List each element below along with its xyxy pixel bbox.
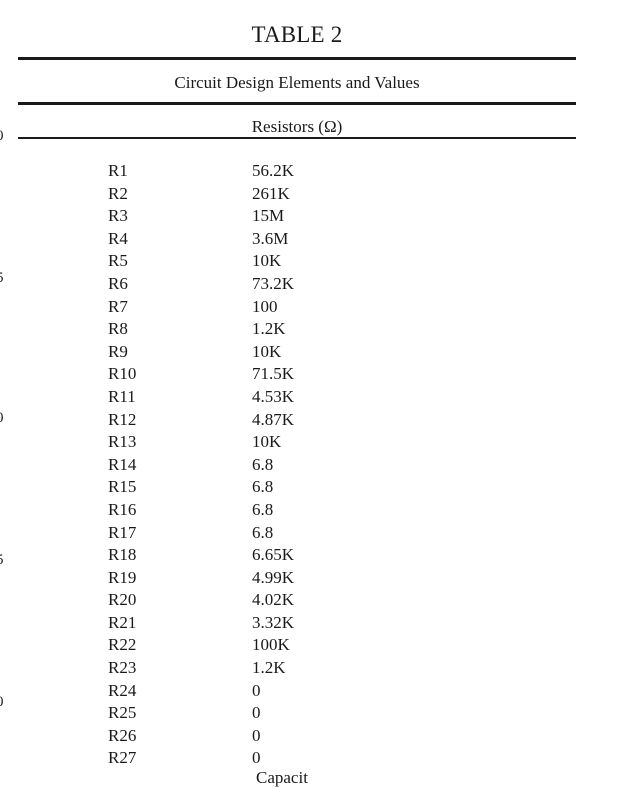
resistor-value: 10K bbox=[252, 251, 282, 271]
top-rule bbox=[18, 57, 576, 60]
table-row: R15 6.8 bbox=[0, 476, 628, 499]
resistor-value: 73.2K bbox=[252, 273, 295, 293]
resistor-name: R12 bbox=[108, 409, 137, 429]
resistor-name: R17 bbox=[108, 522, 137, 542]
resistor-value: 4.53K bbox=[252, 386, 295, 406]
table-row: R3 15M bbox=[0, 205, 628, 228]
table-row: R10 71.5K bbox=[0, 363, 628, 386]
resistor-name: R10 bbox=[108, 364, 137, 384]
table-row: R2 261K bbox=[0, 183, 628, 206]
resistor-name: R14 bbox=[108, 454, 137, 474]
table-row: R21 3.32K bbox=[0, 612, 628, 635]
table-row: R19 4.99K bbox=[0, 567, 628, 590]
resistor-value: 6.65K bbox=[252, 545, 295, 565]
table-row: R5 10K bbox=[0, 250, 628, 273]
table-row: R1 56.2K bbox=[0, 160, 628, 183]
resistor-name: R25 bbox=[108, 703, 137, 723]
resistor-name: R9 bbox=[108, 341, 128, 361]
table-row: R18 6.65K bbox=[0, 544, 628, 567]
resistor-value: 0 bbox=[252, 748, 261, 768]
resistor-name: R7 bbox=[108, 296, 128, 316]
table-subtitle: Circuit Design Elements and Values bbox=[174, 73, 420, 92]
table-row: R14 6.8 bbox=[0, 454, 628, 477]
resistor-name: R6 bbox=[108, 273, 128, 293]
resistor-value: 10K bbox=[252, 341, 282, 361]
resistor-value: 4.02K bbox=[252, 590, 295, 610]
resistor-value: 0 bbox=[252, 725, 261, 745]
resistor-name: R13 bbox=[108, 432, 137, 452]
resistor-value: 1.2K bbox=[252, 319, 286, 339]
resistor-name: R4 bbox=[108, 228, 128, 248]
table-row: R25 0 bbox=[0, 702, 628, 725]
resistor-name: R15 bbox=[108, 477, 137, 497]
margin-line-number: 0 bbox=[0, 128, 4, 145]
resistor-value: 6.8 bbox=[252, 454, 274, 474]
resistor-value: 261K bbox=[252, 183, 290, 203]
resistor-value: 100K bbox=[252, 635, 290, 655]
table-row: R11 4.53K bbox=[0, 386, 628, 409]
resistor-table-body: R1 56.2K R2 261K R3 15M R4 3.6M R5 10K R6 73.2K R7 10… bbox=[0, 160, 628, 770]
resistor-name: R8 bbox=[108, 319, 128, 339]
column-header: Resistors (Ω) bbox=[251, 117, 343, 136]
resistor-name: R21 bbox=[108, 612, 137, 632]
resistor-value: 71.5K bbox=[252, 364, 295, 384]
table-row: R4 3.6M bbox=[0, 228, 628, 251]
resistor-name: R5 bbox=[108, 251, 128, 271]
margin-line-number: 0 bbox=[0, 410, 4, 427]
table-row: R27 0 bbox=[0, 747, 628, 770]
resistor-name: R19 bbox=[108, 567, 137, 587]
margin-line-number: 0 bbox=[0, 694, 4, 711]
table-row: R6 73.2K bbox=[0, 273, 628, 296]
table-row: R8 1.2K bbox=[0, 318, 628, 341]
resistor-name: R2 bbox=[108, 183, 128, 203]
resistor-value: 6.8 bbox=[252, 477, 274, 497]
resistor-name: R1 bbox=[108, 161, 128, 180]
resistor-value: 3.32K bbox=[252, 612, 295, 632]
table-row: R9 10K bbox=[0, 341, 628, 364]
header-rule bbox=[18, 137, 576, 139]
table-row: R7 100 bbox=[0, 296, 628, 319]
resistor-value: 0 bbox=[252, 680, 261, 700]
table-title: TABLE 2 bbox=[251, 22, 343, 47]
resistor-name: R26 bbox=[108, 725, 137, 745]
table-row: R26 0 bbox=[0, 725, 628, 748]
resistor-value: 56.2K bbox=[252, 161, 295, 180]
resistor-value: 10K bbox=[252, 432, 282, 452]
table-row: R24 0 bbox=[0, 680, 628, 703]
resistor-name: R11 bbox=[108, 386, 136, 406]
resistor-name: R20 bbox=[108, 590, 137, 610]
table-row: R16 6.8 bbox=[0, 499, 628, 522]
table-row: R12 4.87K bbox=[0, 409, 628, 432]
resistor-name: R16 bbox=[108, 499, 137, 519]
resistor-name: R23 bbox=[108, 658, 137, 678]
resistor-name: R18 bbox=[108, 545, 137, 565]
resistor-name: R22 bbox=[108, 635, 137, 655]
table-row: R17 6.8 bbox=[0, 522, 628, 545]
resistor-value: 1.2K bbox=[252, 658, 286, 678]
resistor-value: 4.99K bbox=[252, 567, 295, 587]
resistor-name: R27 bbox=[108, 748, 137, 768]
resistor-value: 6.8 bbox=[252, 522, 274, 542]
resistor-name: R24 bbox=[108, 680, 137, 700]
resistor-value: 6.8 bbox=[252, 499, 274, 519]
margin-line-number: 5 bbox=[0, 270, 4, 287]
table-row: R22 100K bbox=[0, 634, 628, 657]
resistor-value: 15M bbox=[252, 206, 285, 226]
table-row: R20 4.02K bbox=[0, 589, 628, 612]
resistor-value: 3.6M bbox=[252, 228, 289, 248]
resistor-value: 0 bbox=[252, 703, 261, 723]
resistor-name: R3 bbox=[108, 206, 128, 226]
resistor-value: 4.87K bbox=[252, 409, 295, 429]
subtitle-rule bbox=[18, 102, 576, 105]
resistor-value: 100 bbox=[252, 296, 278, 316]
table-row: R23 1.2K bbox=[0, 657, 628, 680]
margin-line-number: 5 bbox=[0, 552, 4, 569]
table-row: R13 10K bbox=[0, 431, 628, 454]
